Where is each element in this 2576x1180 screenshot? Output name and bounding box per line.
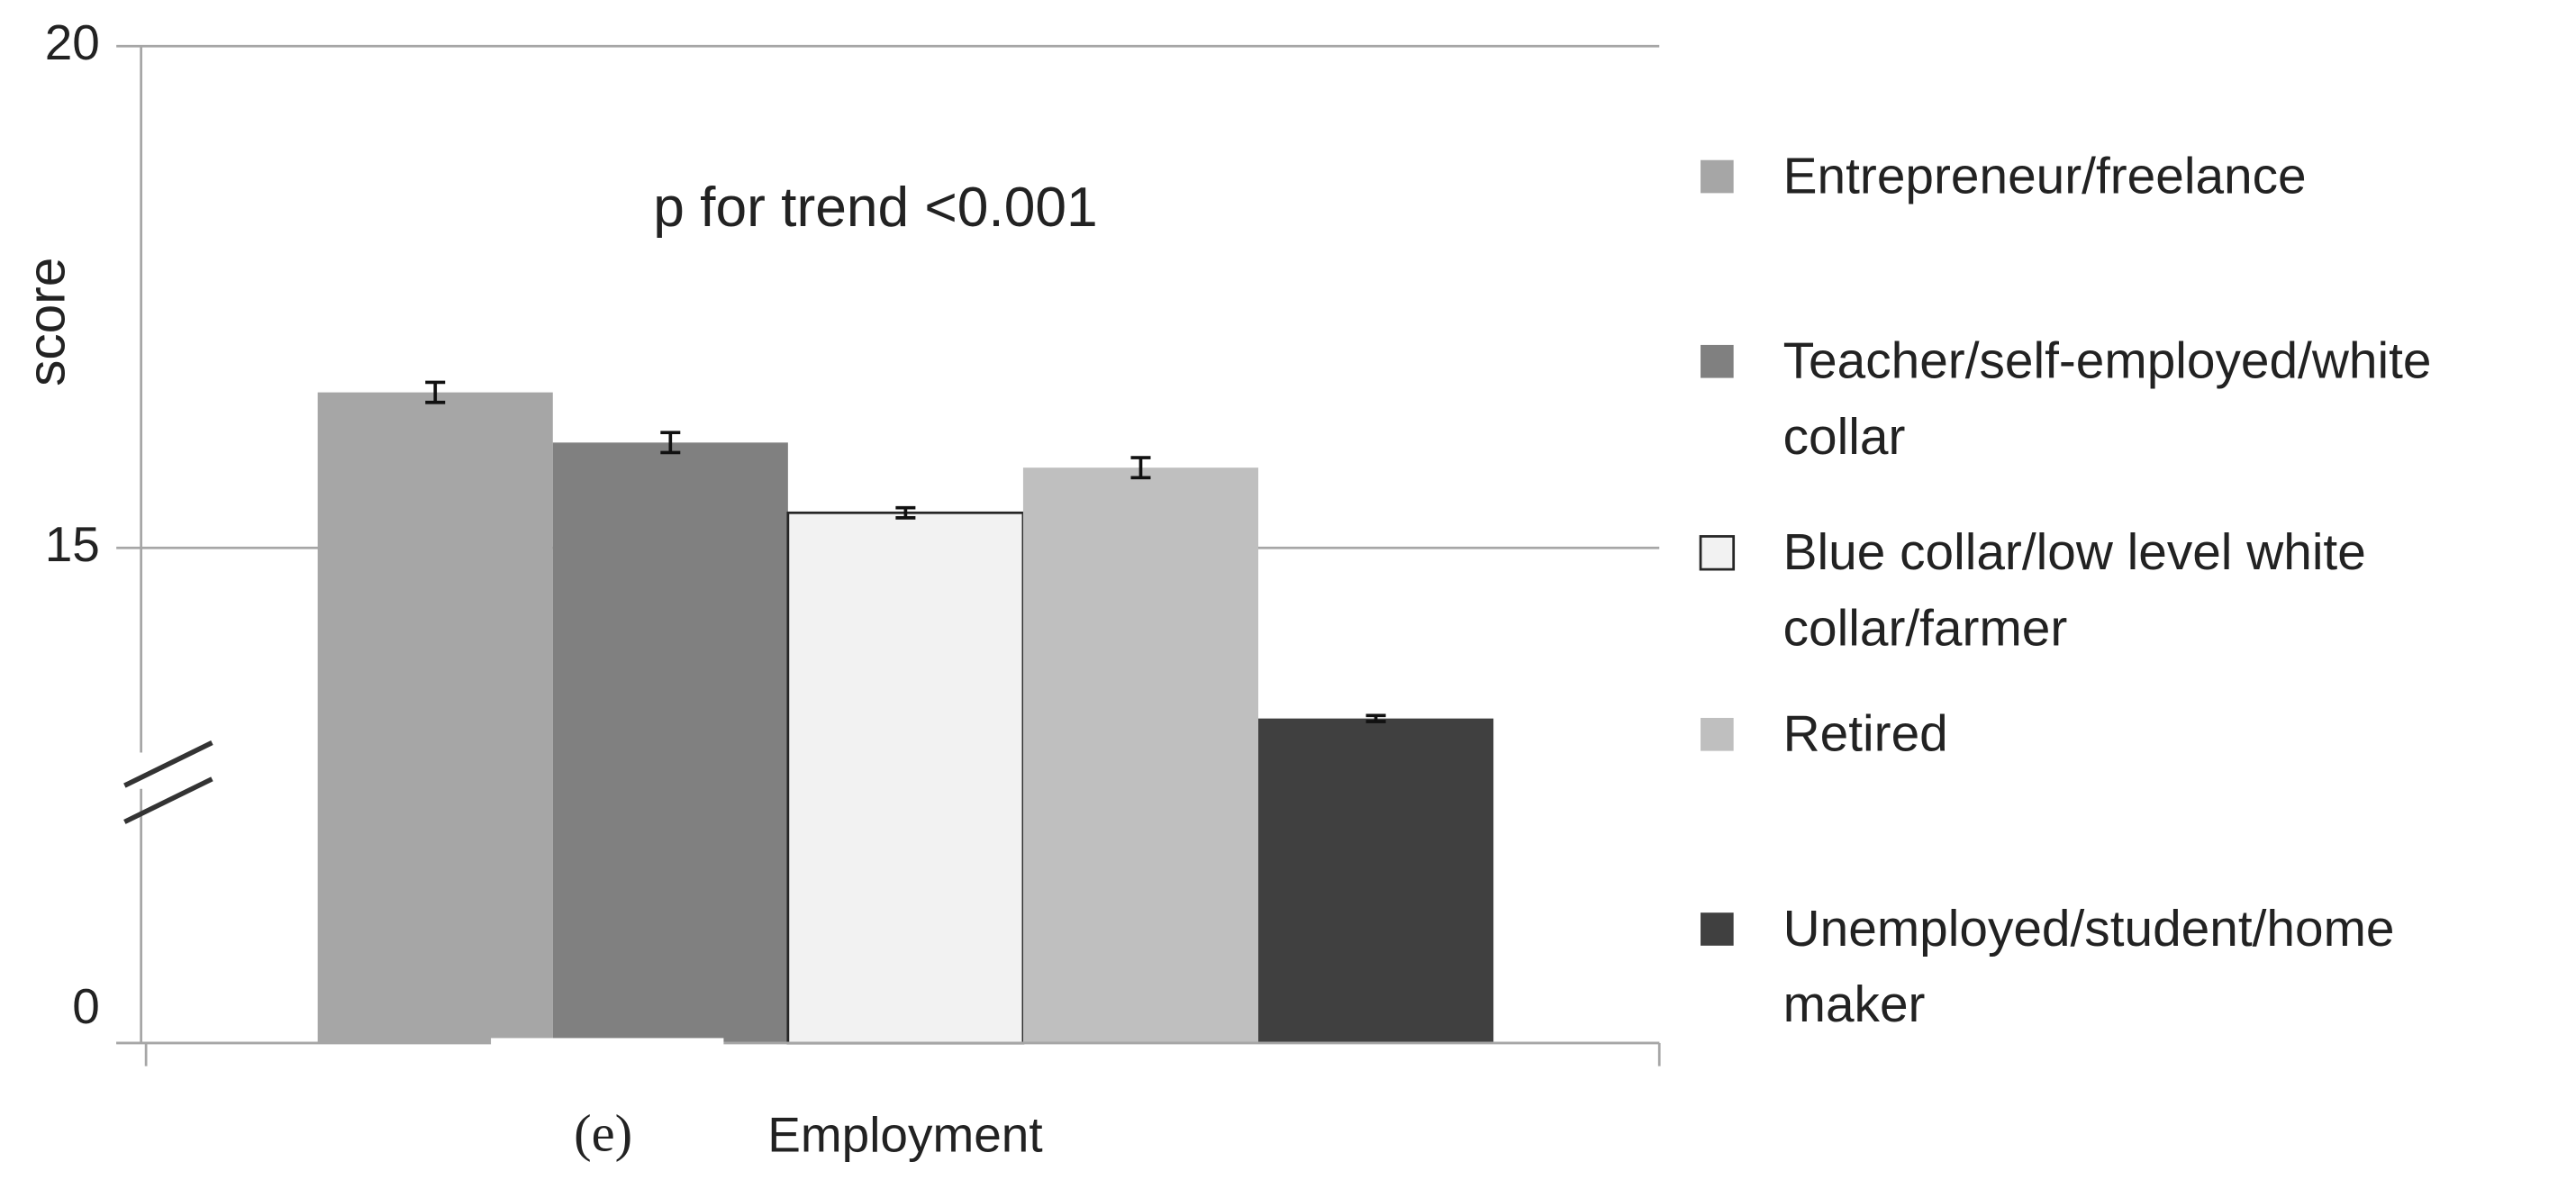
legend-swatch	[1701, 912, 1734, 946]
error-bar	[425, 380, 446, 404]
error-bar	[1365, 713, 1386, 723]
bar	[786, 511, 1025, 1045]
y-tick-label: 20	[45, 14, 100, 70]
axis-break-gap	[134, 752, 148, 789]
legend-swatch	[1701, 344, 1734, 378]
bar	[1258, 718, 1494, 1043]
annotation: p for trend <0.001	[653, 177, 1097, 239]
legend-label: Blue collar/low level white collar/farme…	[1782, 522, 2366, 658]
legend-item: Teacher/self-employed/white collar	[1782, 331, 2432, 466]
legend-label: Unemployed/student/home maker	[1782, 899, 2395, 1033]
bar	[1022, 467, 1259, 1043]
y-tick-label: 0	[72, 978, 100, 1034]
legend-item: Blue collar/low level white collar/farme…	[1782, 522, 2366, 658]
legend-item: Entrepreneur/freelance	[1782, 147, 2307, 205]
y-tick-label: 15	[45, 516, 100, 572]
x-axis-label: Employment	[767, 1107, 1042, 1163]
legend-item: Retired	[1782, 704, 1948, 763]
bar	[317, 392, 553, 1043]
panel-label: (e)	[574, 1104, 632, 1163]
legend-swatch	[1701, 717, 1734, 751]
axis-break	[123, 740, 213, 788]
legend-label: Entrepreneur/freelance	[1782, 147, 2307, 205]
axis-mask	[491, 1038, 724, 1055]
y-axis-label: score	[17, 258, 76, 386]
legend-label: Retired	[1782, 704, 1948, 763]
error-bar	[1130, 456, 1151, 480]
error-bar	[895, 505, 916, 520]
error-bar	[660, 431, 681, 455]
axis-break	[123, 776, 213, 824]
legend-swatch	[1701, 159, 1734, 194]
legend-swatch	[1699, 535, 1736, 571]
legend-label: Teacher/self-employed/white collar	[1782, 331, 2432, 466]
legend-item: Unemployed/student/home maker	[1782, 899, 2395, 1033]
bar	[552, 442, 788, 1043]
